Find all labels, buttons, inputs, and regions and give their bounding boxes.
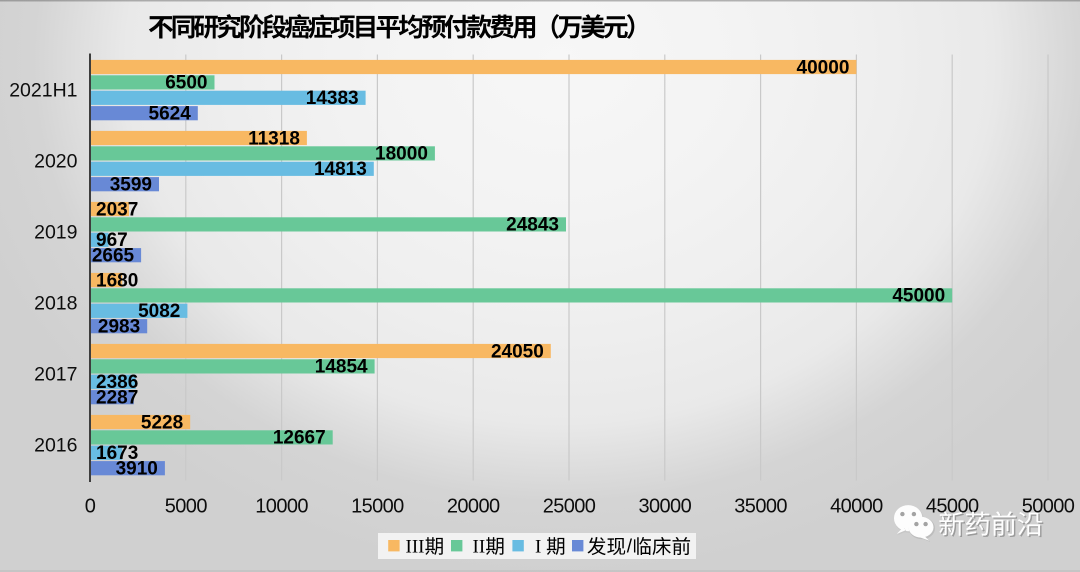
- svg-text:45000: 45000: [892, 286, 945, 307]
- svg-text:967: 967: [96, 230, 128, 251]
- svg-text:2983: 2983: [98, 317, 140, 338]
- svg-text:3910: 3910: [116, 459, 158, 480]
- svg-text:45000: 45000: [926, 496, 979, 518]
- svg-text:35000: 35000: [734, 496, 787, 518]
- svg-text:2019: 2019: [34, 222, 77, 244]
- svg-text:40000: 40000: [830, 496, 883, 518]
- svg-text:12667: 12667: [273, 428, 326, 449]
- svg-text:2018: 2018: [34, 293, 77, 315]
- svg-text:25000: 25000: [543, 496, 596, 518]
- svg-text:14854: 14854: [315, 357, 368, 378]
- svg-text:2386: 2386: [96, 372, 138, 393]
- svg-text:0: 0: [85, 496, 96, 518]
- svg-text:2017: 2017: [34, 364, 77, 386]
- svg-text:30000: 30000: [638, 496, 691, 518]
- svg-text:5082: 5082: [138, 301, 180, 322]
- svg-text:20000: 20000: [447, 496, 500, 518]
- svg-text:1680: 1680: [96, 270, 138, 291]
- svg-text:11318: 11318: [248, 128, 300, 149]
- svg-text:40000: 40000: [797, 57, 850, 78]
- svg-text:24050: 24050: [491, 341, 544, 362]
- svg-text:14383: 14383: [306, 88, 359, 109]
- svg-text:3599: 3599: [110, 175, 152, 196]
- svg-text:18000: 18000: [375, 144, 428, 165]
- svg-text:2020: 2020: [34, 151, 78, 173]
- svg-text:I: I: [535, 537, 541, 558]
- svg-text:II: II: [473, 537, 486, 558]
- svg-text:2037: 2037: [96, 199, 138, 220]
- svg-text:2665: 2665: [92, 246, 135, 267]
- svg-text:50000: 50000: [1022, 496, 1075, 518]
- svg-text:6500: 6500: [165, 73, 207, 94]
- svg-text:5000: 5000: [165, 496, 208, 518]
- svg-text:24843: 24843: [506, 215, 559, 236]
- svg-text:14813: 14813: [314, 159, 367, 180]
- svg-text:/: /: [627, 537, 633, 558]
- svg-text:5228: 5228: [141, 412, 183, 433]
- svg-text:III: III: [406, 537, 425, 558]
- svg-text:2016: 2016: [34, 435, 77, 457]
- svg-text:5624: 5624: [149, 104, 192, 125]
- svg-text:15000: 15000: [351, 496, 404, 518]
- svg-text:10000: 10000: [255, 496, 308, 518]
- svg-text:2287: 2287: [96, 388, 138, 409]
- svg-text:1673: 1673: [96, 443, 138, 464]
- svg-text:2021H1: 2021H1: [9, 80, 77, 102]
